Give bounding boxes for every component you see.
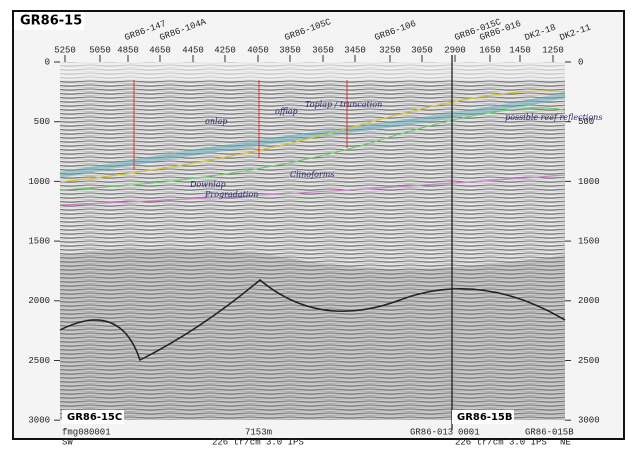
horizon-purple [59,174,566,206]
annotation: offlap [275,107,298,116]
time-label: 1500 [578,236,600,246]
time-label: 1000 [28,177,50,187]
shotpoint-label: 1650 [479,45,501,55]
annotation: Downlap [189,180,226,189]
annotation: Toplap / truncation [305,100,382,109]
shotpoint-label: 5250 [54,45,76,55]
seismic-section [60,62,565,420]
annotation: possible reef reflections [505,113,602,122]
footer-text: 0001 [458,427,480,437]
time-label: 1500 [28,236,50,246]
line-label-box [62,410,124,424]
time-label: 2000 [28,296,50,306]
title-box [14,12,84,30]
horizon-green [59,107,566,191]
shotpoint-label: 3850 [279,45,301,55]
annotation: Progradation [204,190,258,199]
time-label: 2500 [578,356,600,366]
line-label-box [452,410,514,424]
time-label: 0 [45,57,50,67]
shotpoint-label: 4050 [247,45,269,55]
time-label: 2500 [28,356,50,366]
reflector [59,279,566,362]
shotpoint-label: 5050 [89,45,111,55]
footer-text: fmg080001 [62,427,111,437]
shotpoint-label: 4650 [149,45,171,55]
horizon-yellow [59,90,566,183]
shotpoint-label: 4850 [117,45,139,55]
footer-text: NE [560,437,571,447]
title: GR86-15 [20,14,82,29]
shotpoint-label: 2900 [444,45,466,55]
time-label: 500 [578,117,594,127]
shotpoint-label: 3650 [312,45,334,55]
footer-text: GR86-015B [525,427,574,437]
footer-text: 226 tr/cm 3.0 IPS [212,437,304,447]
time-label: 3000 [28,416,50,426]
shotpoint-label: 3250 [379,45,401,55]
clinoform-zone [59,92,566,178]
line-label: GR86-15C [67,412,122,423]
water-layer [60,62,565,80]
time-label: 1000 [578,177,600,187]
shotpoint-label: 4250 [214,45,236,55]
time-label: 2000 [578,296,600,306]
footer-text: SW [62,437,73,447]
time-label: 0 [578,57,583,67]
time-label: 500 [34,117,50,127]
shotpoint-label: 3050 [411,45,433,55]
deep-layer [60,248,565,420]
shotpoint-label: 4450 [182,45,204,55]
annotation: onlap [205,117,227,126]
footer-text: 7153m [245,427,272,437]
footer-text: GR86-013 [410,427,453,437]
footer-text: 226 tr/cm 3.0 IPS [455,437,547,447]
shotpoint-label: 1450 [509,45,531,55]
time-label: 3000 [578,416,600,426]
shotpoint-label: 3450 [344,45,366,55]
line-label: GR86-15B [457,412,513,423]
shotpoint-label: 1250 [542,45,564,55]
annotation: Clinoforms [290,170,335,179]
